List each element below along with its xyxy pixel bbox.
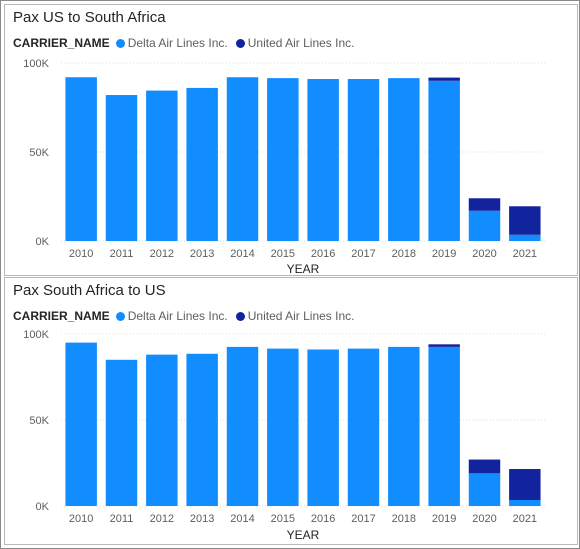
bar-chart-us-to-south-africa: 0K 50K 100K 2010 2011 2012 2013 2014 2015 2016 201… [23, 58, 545, 275]
bar-delta [388, 346, 420, 506]
legend-label: United Air Lines Inc. [247, 309, 355, 323]
bar-delta [468, 210, 501, 241]
x-tick-label: 2012 [150, 513, 174, 525]
bar-delta [307, 79, 339, 242]
legend-item-delta[interactable]: Delta Air Lines Inc. [115, 309, 228, 323]
x-tick-label: 2017 [351, 248, 375, 260]
x-tick-label: 2010 [69, 513, 93, 525]
bar-delta [428, 346, 460, 506]
legend-item-united[interactable]: United Air Lines Inc. [235, 309, 355, 323]
chart-panel-us-to-south-africa[interactable]: Pax US to South Africa CARRIER_NAME Delt… [4, 4, 578, 276]
x-tick-label: 2017 [351, 513, 375, 525]
legend-item-delta[interactable]: Delta Air Lines Inc. [115, 36, 228, 50]
x-axis-title: YEAR [287, 528, 320, 542]
x-tick-label: 2018 [392, 513, 416, 525]
chart-legend: CARRIER_NAME Delta Air Lines Inc. United… [13, 36, 362, 50]
chart-legend: CARRIER_NAME Delta Air Lines Inc. United… [13, 309, 362, 323]
x-tick-label: 2020 [472, 513, 496, 525]
bar-delta [65, 77, 97, 242]
bar-delta [307, 349, 339, 506]
legend-title: CARRIER_NAME [13, 36, 110, 50]
bar-delta [226, 346, 259, 506]
bar-united [428, 77, 460, 81]
x-tick-label: 2021 [513, 513, 537, 525]
bar-united [468, 198, 501, 211]
x-tick-label: 2011 [110, 513, 134, 525]
x-tick-label: 2019 [432, 513, 456, 525]
x-tick-label: 2013 [190, 513, 214, 525]
bar-delta [388, 78, 420, 241]
legend-dot-icon [235, 311, 245, 321]
bar-chart-south-africa-to-us: 0K 50K 100K 2010 2011 2012 2013 2014 2015 2016 201… [23, 329, 545, 542]
x-tick-label: 2010 [69, 248, 93, 260]
x-tick-label: 2012 [150, 248, 174, 260]
y-tick-label: 100K [23, 329, 49, 341]
x-tick-label: 2015 [271, 513, 295, 525]
chart-title: Pax South Africa to US [13, 282, 166, 299]
bar-delta [105, 359, 138, 506]
bar-delta [509, 234, 541, 241]
x-tick-label: 2019 [432, 248, 456, 260]
x-tick-label: 2018 [392, 248, 416, 260]
x-tick-label: 2011 [110, 248, 134, 260]
legend-dot-icon [115, 38, 125, 48]
bar-united [468, 459, 501, 474]
y-tick-label: 0K [36, 501, 50, 513]
bar-delta [347, 348, 380, 506]
bar-delta [226, 77, 259, 242]
legend-dot-icon [235, 38, 245, 48]
x-tick-label: 2013 [190, 248, 214, 260]
bar-delta [65, 342, 97, 506]
x-tick-label: 2016 [311, 513, 335, 525]
bar-delta [146, 354, 178, 506]
legend-dot-icon [115, 311, 125, 321]
bar-delta [509, 499, 541, 506]
bar-delta [186, 87, 218, 241]
y-tick-label: 50K [29, 415, 49, 427]
y-tick-label: 100K [23, 58, 49, 70]
bar-united [509, 469, 541, 500]
x-tick-label: 2015 [271, 248, 295, 260]
bar-united [509, 206, 541, 235]
bar-delta [267, 348, 299, 506]
x-tick-label: 2021 [513, 248, 537, 260]
bar-delta [428, 80, 460, 241]
chart-title: Pax US to South Africa [13, 9, 166, 26]
chart-panel-south-africa-to-us[interactable]: Pax South Africa to US CARRIER_NAME Delt… [4, 277, 578, 545]
bar-delta [146, 90, 178, 241]
legend-label: Delta Air Lines Inc. [127, 36, 228, 50]
bar-delta [267, 78, 299, 241]
x-tick-label: 2014 [230, 248, 254, 260]
bar-delta [186, 353, 218, 506]
legend-title: CARRIER_NAME [13, 309, 110, 323]
legend-label: Delta Air Lines Inc. [127, 309, 228, 323]
x-tick-label: 2020 [472, 248, 496, 260]
bar-united [428, 344, 460, 347]
legend-label: United Air Lines Inc. [247, 36, 355, 50]
x-tick-label: 2014 [230, 513, 254, 525]
x-axis-title: YEAR [287, 262, 320, 275]
bar-delta [347, 79, 380, 242]
bar-delta [105, 95, 138, 241]
x-tick-label: 2016 [311, 248, 335, 260]
legend-item-united[interactable]: United Air Lines Inc. [235, 36, 355, 50]
bar-delta [468, 473, 501, 506]
y-tick-label: 50K [29, 147, 49, 159]
y-tick-label: 0K [36, 236, 50, 248]
